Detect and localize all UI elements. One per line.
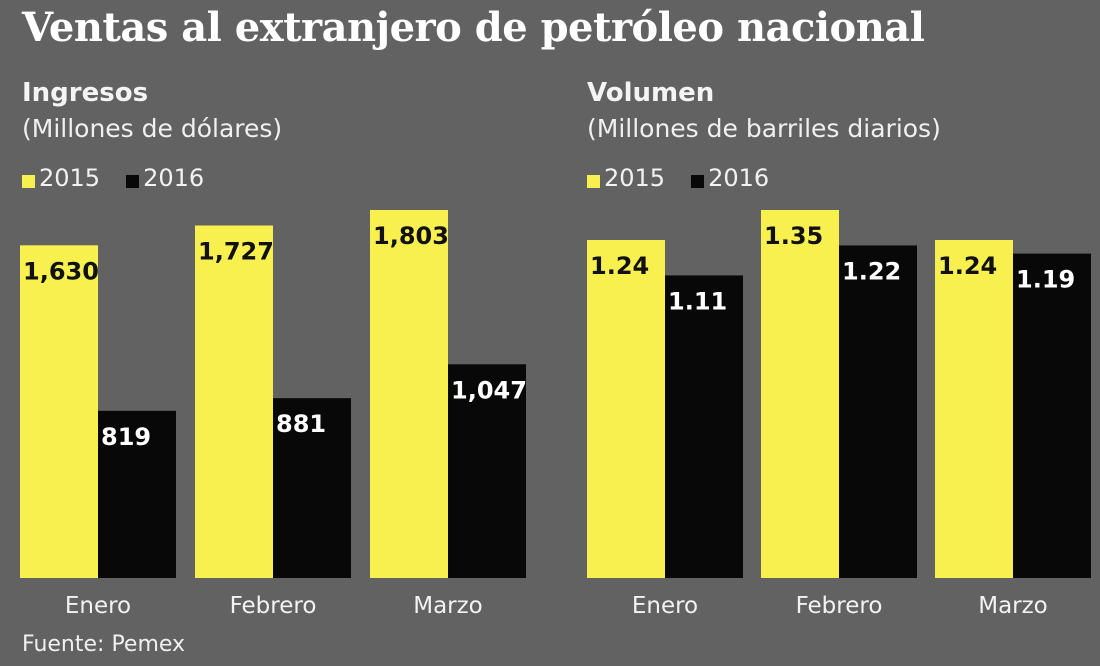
legend-label-2016: 2016 bbox=[708, 164, 770, 192]
bar-ingresos-febrero-2015 bbox=[195, 225, 273, 579]
left-legend: 2015 2016 bbox=[22, 164, 204, 192]
bar-ingresos-enero-2016 bbox=[98, 410, 176, 578]
bar-ingresos-febrero-2016 bbox=[273, 398, 351, 578]
chart-title: Ventas al extranjero de petróleo naciona… bbox=[22, 4, 925, 51]
legend-swatch-2015 bbox=[22, 174, 35, 188]
left-chart-subtitle: (Millones de dólares) bbox=[22, 114, 283, 143]
legend-label-2016: 2016 bbox=[143, 164, 205, 192]
data-label: 1,047 bbox=[451, 376, 527, 404]
data-label: 1,727 bbox=[198, 238, 274, 266]
right-chart-subtitle: (Millones de barriles diarios) bbox=[587, 114, 941, 143]
left-chart-title: Ingresos bbox=[22, 78, 149, 108]
data-label: 1.19 bbox=[1016, 266, 1075, 294]
bar-volumen-marzo-2015 bbox=[935, 239, 1013, 579]
data-label: 1.22 bbox=[842, 257, 901, 285]
x-tick-label: Febrero bbox=[796, 593, 883, 619]
data-label: 1.24 bbox=[590, 252, 649, 280]
right-legend: 2015 2016 bbox=[587, 164, 769, 192]
bar-volumen-enero-2016 bbox=[665, 275, 743, 578]
bar-volumen-marzo-2016 bbox=[1013, 253, 1091, 579]
bar-volumen-enero-2015 bbox=[587, 239, 665, 579]
legend-label-2015: 2015 bbox=[39, 164, 101, 192]
data-label: 1.35 bbox=[764, 222, 823, 250]
legend-swatch-2016 bbox=[691, 174, 705, 188]
x-tick-label: Febrero bbox=[230, 593, 317, 619]
bar-volumen-febrero-2015 bbox=[761, 210, 839, 578]
data-label: 1,803 bbox=[373, 222, 449, 250]
x-tick-label: Marzo bbox=[413, 593, 483, 619]
data-label: 1.11 bbox=[668, 287, 727, 315]
bar-ingresos-enero-2015 bbox=[20, 245, 98, 578]
legend-swatch-2015 bbox=[587, 174, 600, 188]
legend-swatch-2016 bbox=[126, 174, 140, 188]
bar-volumen-febrero-2016 bbox=[839, 245, 917, 578]
x-tick-label: Marzo bbox=[978, 593, 1048, 619]
x-tick-label: Enero bbox=[632, 593, 698, 619]
right-chart-title: Volumen bbox=[587, 78, 715, 108]
source-note: Fuente: Pemex bbox=[22, 632, 186, 657]
data-label: 819 bbox=[101, 423, 151, 451]
bar-ingresos-marzo-2015 bbox=[370, 210, 448, 578]
bar-ingresos-marzo-2016 bbox=[448, 364, 526, 578]
x-tick-label: Enero bbox=[65, 593, 131, 619]
data-label: 1,630 bbox=[23, 257, 99, 285]
data-label: 881 bbox=[276, 410, 326, 438]
legend-label-2015: 2015 bbox=[604, 164, 666, 192]
data-label: 1.24 bbox=[938, 252, 997, 280]
